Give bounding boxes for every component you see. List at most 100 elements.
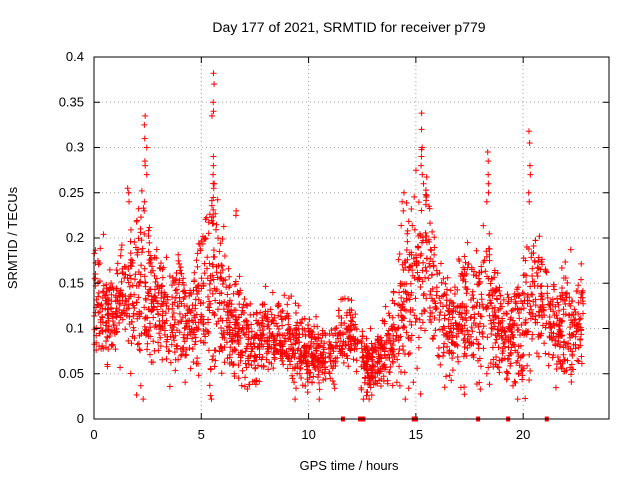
data-point [157, 303, 164, 310]
data-point [289, 372, 296, 379]
data-point [113, 325, 120, 332]
data-point [135, 205, 142, 212]
data-point [112, 346, 119, 353]
data-point [183, 320, 190, 327]
data-point [575, 282, 582, 289]
data-point [470, 354, 477, 361]
data-point [464, 335, 471, 342]
data-point [542, 350, 549, 357]
data-point [249, 345, 256, 352]
data-point [172, 287, 179, 294]
data-point [446, 328, 453, 335]
data-point [359, 328, 366, 335]
data-point [219, 317, 226, 324]
data-point [183, 346, 190, 353]
data-point [148, 263, 155, 270]
data-point [575, 358, 582, 365]
data-point [266, 330, 273, 337]
data-point [273, 320, 280, 327]
data-point [495, 325, 502, 332]
data-point [440, 344, 447, 351]
data-point [244, 321, 251, 328]
data-point [459, 304, 466, 311]
data-point [558, 365, 565, 372]
data-point [485, 171, 492, 178]
data-point [315, 371, 322, 378]
data-point [399, 198, 406, 205]
data-point [109, 315, 116, 322]
data-point [96, 343, 103, 350]
data-point [155, 339, 162, 346]
data-point [255, 343, 262, 350]
data-point [123, 297, 130, 304]
data-point [439, 303, 446, 310]
data-point [545, 351, 552, 358]
data-point [468, 266, 475, 273]
data-point [243, 325, 250, 332]
data-point [224, 291, 231, 298]
data-point [247, 300, 254, 307]
data-point [242, 374, 249, 381]
data-point [405, 351, 412, 358]
data-point [422, 264, 429, 271]
data-point [485, 189, 492, 196]
data-point [210, 206, 217, 213]
data-point [415, 199, 422, 206]
data-point [337, 348, 344, 355]
data-point [520, 255, 527, 262]
data-point [263, 356, 270, 363]
data-point [200, 283, 207, 290]
data-point [403, 295, 410, 302]
data-point [222, 276, 229, 283]
data-point [381, 364, 388, 371]
data-point [106, 333, 113, 340]
data-point [347, 317, 354, 324]
data-point [273, 337, 280, 344]
data-point [528, 306, 535, 313]
data-point [219, 267, 226, 274]
data-point [162, 291, 169, 298]
data-point [104, 363, 111, 370]
data-point [358, 384, 365, 391]
data-point [405, 385, 412, 392]
data-point [313, 347, 320, 354]
data-point [345, 296, 352, 303]
data-point [500, 296, 507, 303]
data-point [463, 303, 470, 310]
data-point [212, 226, 219, 233]
data-point [358, 340, 365, 347]
data-point [485, 158, 492, 165]
data-point [145, 248, 152, 255]
data-point [396, 345, 403, 352]
data-point [460, 353, 467, 360]
data-point [567, 246, 574, 253]
data-point [432, 327, 439, 334]
data-point [359, 333, 366, 340]
data-point [169, 313, 176, 320]
x-tick-label: 15 [409, 427, 423, 442]
data-point [539, 314, 546, 321]
data-point [409, 222, 416, 229]
data-point [182, 352, 189, 359]
data-point [208, 214, 215, 221]
data-point [207, 365, 214, 372]
data-point [156, 317, 163, 324]
data-point [332, 362, 339, 369]
data-point [395, 350, 402, 357]
data-point [517, 342, 524, 349]
data-point [232, 347, 239, 354]
data-point [239, 367, 246, 374]
data-point [108, 280, 115, 287]
data-point [128, 340, 135, 347]
data-point [577, 336, 584, 343]
data-point [573, 328, 580, 335]
data-point [578, 276, 585, 283]
data-point [216, 348, 223, 355]
data-point [469, 328, 476, 335]
data-point [405, 291, 412, 298]
data-point [171, 337, 178, 344]
data-point [529, 291, 536, 298]
data-point [427, 291, 434, 298]
data-point [494, 270, 501, 277]
data-point [97, 302, 104, 309]
